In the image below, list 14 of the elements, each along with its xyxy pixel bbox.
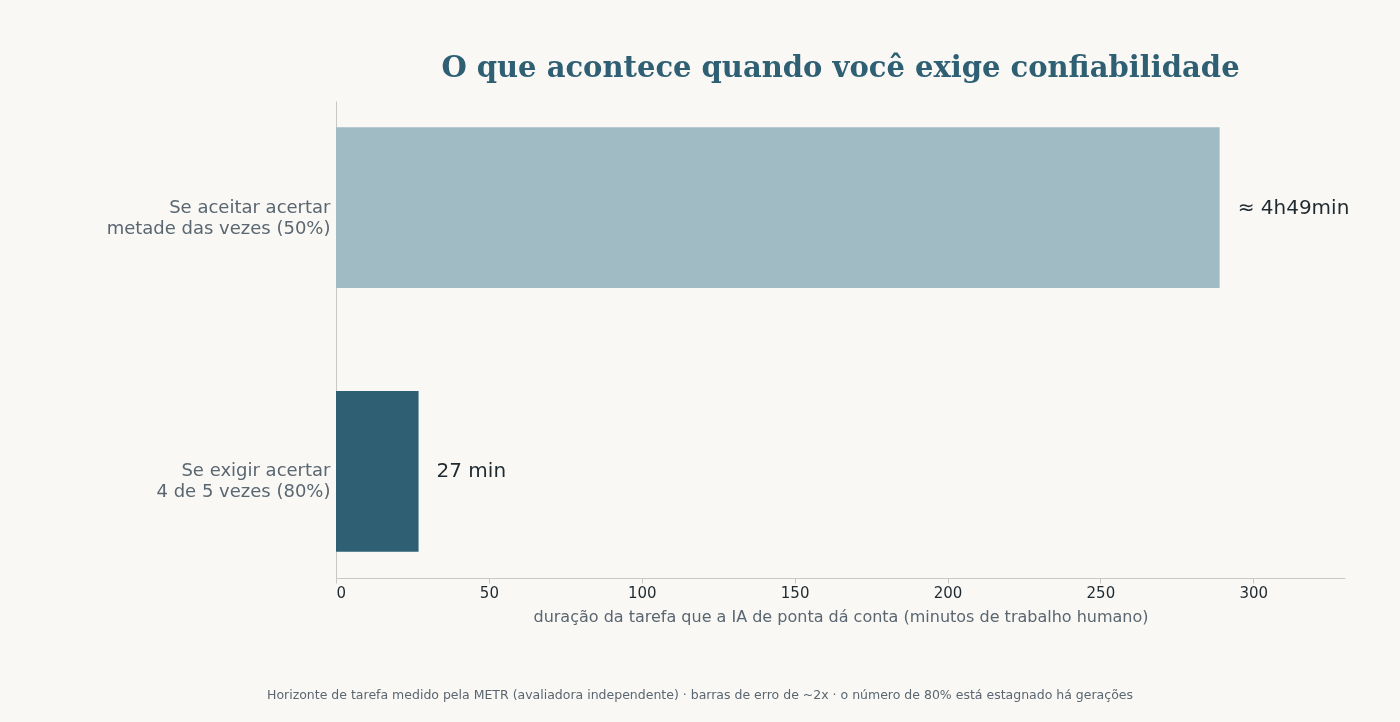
chart-title: O que acontece quando você exige confiabilidade bbox=[441, 50, 1240, 84]
data-label: 27 min bbox=[436, 458, 507, 483]
data-label: ≈ 4h49min bbox=[1237, 194, 1350, 219]
x-tick-label: 250 bbox=[1086, 583, 1116, 602]
text: Horizonte de tarefa medido pela METR (avaliadora independente) · barras de erro de ~2x · o número de 80% está estagnado há gerações bbox=[267, 687, 1133, 702]
x-axis-title: duração da tarefa que a IA de ponta dá conta (minutos de trabalho humano) bbox=[533, 606, 1149, 626]
x-tick-label: 150 bbox=[780, 583, 810, 602]
x-tick-label: 300 bbox=[1239, 583, 1269, 602]
y-tick-label: Se aceitar acertar metade das vezes (50%) bbox=[106, 195, 332, 238]
x-tick-label: 200 bbox=[933, 583, 963, 602]
x-tick-label: 0 bbox=[336, 583, 347, 602]
y-tick-label: Se exigir acertar 4 de 5 vezes (80%) bbox=[156, 459, 332, 502]
x-tick-label: 50 bbox=[479, 583, 499, 602]
x-tick-label: 100 bbox=[627, 583, 657, 602]
